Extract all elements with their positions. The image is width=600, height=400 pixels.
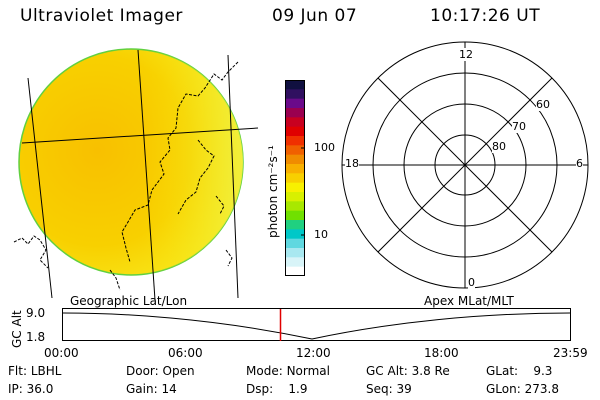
filter-value: LBHL: [30, 364, 62, 378]
gain-value: 14: [161, 382, 177, 396]
polar-mlat-mlt-plot: [341, 41, 589, 289]
colorbar-segment: [285, 108, 305, 118]
door-field: Door: Open: [126, 364, 195, 378]
earth-dayside-glow: [19, 49, 243, 275]
y-tick-9: 9.0: [26, 306, 46, 320]
mode-field: Mode: Normal: [246, 364, 330, 378]
altitude-curve: [62, 312, 571, 340]
apex-label: Apex MLat/MLT: [424, 294, 514, 308]
colorbar-segment: [285, 89, 305, 100]
image-time: 10:17:26 UT: [430, 6, 541, 26]
dsp-label: Dsp:: [246, 382, 274, 396]
colorbar-tick-10: 10: [314, 228, 328, 241]
gain-field: Gain: 14: [126, 382, 177, 396]
seq-label: Seq:: [366, 382, 393, 396]
ip-label: IP:: [8, 382, 23, 396]
mlat-label-80: 80: [492, 140, 506, 153]
gc-alt-axis-title: GC Alt: [10, 310, 24, 348]
door-label: Door:: [126, 364, 159, 378]
x-tick-1800: 18:00: [424, 346, 459, 360]
mode-label: Mode:: [246, 364, 283, 378]
gc-alt-label: GC Alt:: [366, 364, 408, 378]
colorbar-segment: [285, 201, 305, 212]
colorbar-segment: [285, 210, 305, 221]
colorbar-segment: [285, 248, 305, 258]
colorbar-segment: [285, 154, 305, 165]
colorbar-segment: [285, 266, 305, 277]
seq-field: Seq: 39: [366, 382, 412, 396]
glat-value: 9.3: [533, 364, 553, 378]
mlat-label-60: 60: [536, 98, 550, 111]
colorbar-tick-100: 100: [314, 141, 335, 154]
mlt-label-18: 18: [345, 157, 359, 170]
glon-label: GLon:: [486, 382, 521, 396]
filter-label: Flt:: [8, 364, 27, 378]
uv-earth-image: [13, 48, 259, 301]
seq-value: 39: [396, 382, 412, 396]
colorbar-segment: [285, 145, 305, 156]
gc-alt-field: GC Alt: 3.8 Re: [366, 364, 450, 378]
glat-field: GLat: 9.3: [486, 364, 552, 378]
colorbar-segment: [285, 164, 305, 174]
coastlines: [13, 61, 239, 291]
colorbar-segment: [285, 173, 305, 184]
colorbar-segment: [285, 98, 305, 109]
x-tick-2359: 23:59: [553, 346, 588, 360]
colorbar-segment: [285, 117, 305, 128]
colorbar-unit-label: photon cm⁻²s⁻¹: [266, 145, 280, 238]
filter-field: Flt: LBHL: [8, 364, 61, 378]
gc-alt-value: 3.8 Re: [411, 364, 450, 378]
dsp-field: Dsp: 1.9: [246, 382, 308, 396]
timeline-frame: [62, 308, 571, 341]
gain-label: Gain:: [126, 382, 158, 396]
glon-field: GLon: 273.8: [486, 382, 559, 396]
colorbar-segment: [285, 192, 305, 202]
geographic-label: Geographic Lat/Lon: [70, 294, 188, 308]
orbit-timeline: [62, 308, 571, 341]
colorbar-segment: [285, 136, 305, 146]
image-date: 09 Jun 07: [272, 6, 358, 26]
ip-value: 36.0: [26, 382, 54, 396]
app-title: Ultraviolet Imager: [20, 6, 183, 26]
colorbar-frame: [285, 80, 305, 276]
glon-value: 273.8: [524, 382, 559, 396]
mode-value: Normal: [286, 364, 330, 378]
x-tick-1200: 12:00: [296, 346, 331, 360]
colorbar-segment: [285, 257, 305, 268]
colorbar-segment: [285, 182, 305, 193]
mlt-label-12: 12: [459, 48, 473, 61]
colorbar-segment: [285, 229, 305, 240]
door-value: Open: [162, 364, 195, 378]
x-tick-0000: 00:00: [44, 346, 79, 360]
colorbar-segment: [285, 238, 305, 249]
color-scale-bar: [285, 80, 305, 277]
colorbar-segment: [285, 126, 305, 137]
glat-label: GLat:: [486, 364, 519, 378]
mlt-label-6: 6: [576, 157, 583, 170]
mlt-label-0: 0: [468, 276, 475, 289]
colorbar-segment: [285, 80, 305, 90]
x-tick-0600: 06:00: [168, 346, 203, 360]
dsp-value: 1.9: [288, 382, 308, 396]
lat-lon-grid: [21, 49, 259, 301]
y-tick-1-8: 1.8: [26, 330, 46, 344]
mlat-label-70: 70: [512, 120, 526, 133]
ip-field: IP: 36.0: [8, 382, 53, 396]
colorbar-segment: [285, 220, 305, 230]
